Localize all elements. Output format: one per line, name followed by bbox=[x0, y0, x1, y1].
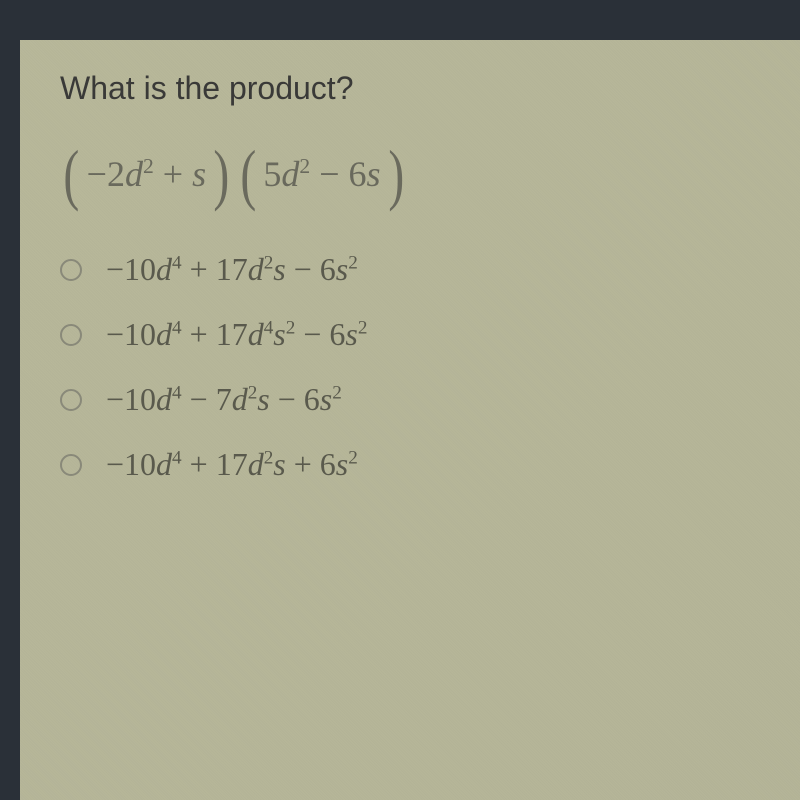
left-paren-1: ( bbox=[63, 147, 79, 201]
option-b[interactable]: −10d4 + 17d4s2 − 6s2 bbox=[60, 316, 770, 353]
right-paren-1: ) bbox=[213, 147, 229, 201]
answer-options: −10d4 + 17d2s − 6s2 −10d4 + 17d4s2 − 6s2… bbox=[60, 251, 770, 483]
radio-button[interactable] bbox=[60, 324, 82, 346]
radio-button[interactable] bbox=[60, 389, 82, 411]
radio-button[interactable] bbox=[60, 454, 82, 476]
right-paren-2: ) bbox=[388, 147, 404, 201]
option-c[interactable]: −10d4 − 7d2s − 6s2 bbox=[60, 381, 770, 418]
quiz-panel: What is the product? ( −2d2 + s ) ( 5d2 … bbox=[20, 40, 800, 800]
option-expression: −10d4 + 17d2s − 6s2 bbox=[106, 251, 358, 288]
expr-part: 5d2 − 6s bbox=[263, 153, 380, 195]
option-a[interactable]: −10d4 + 17d2s − 6s2 bbox=[60, 251, 770, 288]
radio-button[interactable] bbox=[60, 259, 82, 281]
question-prompt: What is the product? bbox=[60, 70, 770, 107]
option-expression: −10d4 − 7d2s − 6s2 bbox=[106, 381, 342, 418]
expr-part: −2d2 + s bbox=[87, 153, 206, 195]
question-expression: ( −2d2 + s ) ( 5d2 − 6s ) bbox=[60, 147, 770, 201]
option-expression: −10d4 + 17d2s + 6s2 bbox=[106, 446, 358, 483]
option-expression: −10d4 + 17d4s2 − 6s2 bbox=[106, 316, 367, 353]
left-paren-2: ( bbox=[240, 147, 256, 201]
option-d[interactable]: −10d4 + 17d2s + 6s2 bbox=[60, 446, 770, 483]
